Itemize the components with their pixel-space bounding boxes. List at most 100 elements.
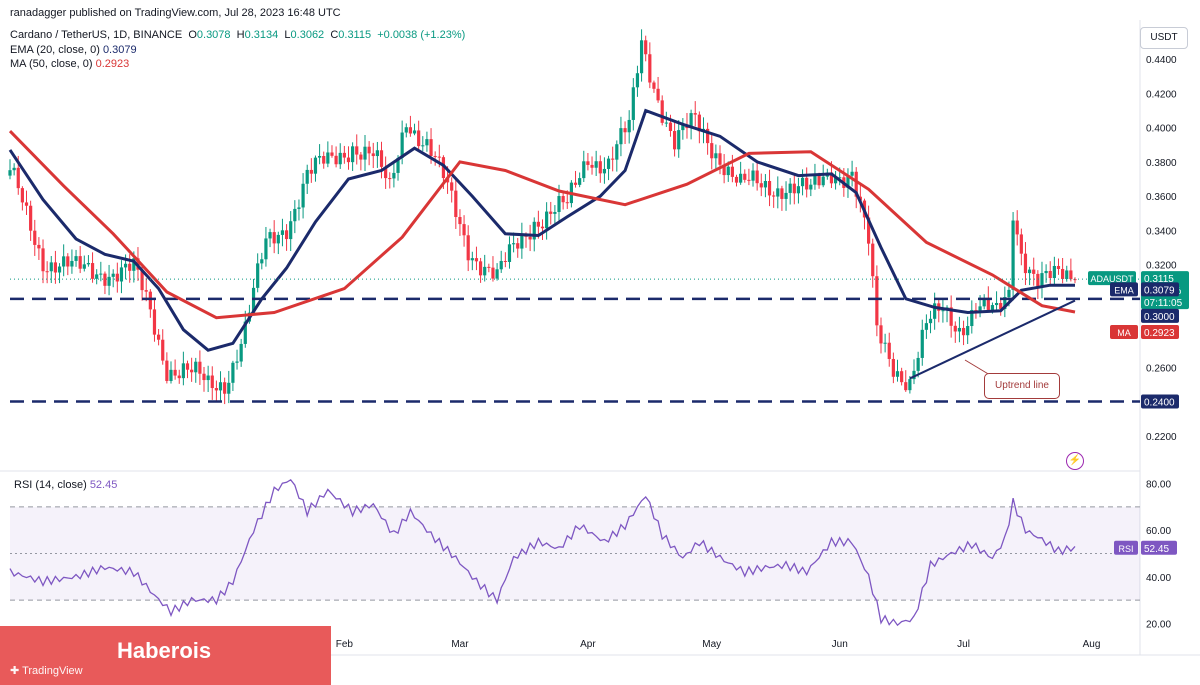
candle-body: [660, 100, 664, 123]
indicator-tag-text: MA: [1117, 328, 1131, 338]
ohlc-open-label: O: [188, 29, 197, 41]
candle-body: [900, 371, 904, 383]
candle-body: [883, 342, 887, 344]
candle-body: [289, 221, 293, 240]
candle-body: [99, 273, 103, 275]
candle-body: [206, 375, 210, 381]
rsi-legend-value: 52.45: [89, 479, 118, 491]
candle-body: [606, 158, 611, 169]
candle-body: [144, 290, 148, 292]
price-tick-label: 0.4200: [1146, 89, 1177, 100]
candle-body: [710, 143, 714, 159]
candle-body: [276, 234, 280, 244]
rsi-tick-label: 80.00: [1146, 480, 1171, 491]
candle-body: [664, 122, 668, 124]
currency-button[interactable]: USDT: [1140, 27, 1188, 49]
time-tick-label: Aug: [1083, 639, 1101, 650]
candle-body: [202, 373, 206, 381]
candle-body: [722, 164, 726, 176]
candle-body: [12, 167, 16, 171]
ema-legend[interactable]: EMA (20, close, 0) 0.3079: [10, 44, 137, 56]
candle-body: [190, 369, 194, 373]
candle-body: [363, 146, 367, 160]
candle-body: [800, 177, 805, 187]
time-tick-label: May: [702, 639, 721, 650]
candle-body: [788, 183, 792, 193]
candle-body: [619, 128, 623, 145]
candle-body: [1061, 268, 1065, 279]
candle-body: [652, 82, 656, 89]
candle-body: [194, 361, 198, 373]
candle-body: [107, 276, 111, 286]
axis-value-label: [1141, 325, 1179, 340]
ma-legend-value: 0.2923: [95, 58, 130, 70]
candle-body: [359, 154, 363, 160]
candle-body: [8, 170, 12, 176]
candle-body: [284, 230, 289, 240]
symbol-tag-text: ADAUSDT: [1090, 274, 1134, 284]
candle-body: [57, 266, 62, 273]
ohlc-low-label: L: [284, 29, 291, 41]
candle-body: [384, 166, 388, 179]
candle-body: [45, 271, 49, 273]
candle-body: [86, 263, 91, 265]
candle-body: [561, 196, 565, 203]
candle-body: [346, 157, 351, 163]
candle-body: [953, 325, 957, 332]
candle-body: [982, 298, 986, 307]
ma-legend[interactable]: MA (50, close, 0) 0.2923: [10, 58, 129, 70]
candle-body: [598, 161, 602, 174]
ma-legend-label: MA (50, close, 0): [10, 58, 93, 70]
candle-body: [103, 273, 107, 286]
time-tick-label: Jul: [957, 639, 970, 650]
candle-body: [322, 156, 326, 164]
candle-body: [330, 152, 334, 156]
rsi-legend[interactable]: RSI (14, close) 52.45: [14, 479, 117, 491]
candle-body: [829, 172, 834, 184]
price-tick-label: 0.2200: [1146, 432, 1177, 443]
candle-body: [487, 266, 491, 268]
candle-body: [784, 192, 788, 199]
candle-body: [256, 263, 260, 288]
candle-body: [693, 113, 697, 115]
ohlc-open: 0.3078: [196, 29, 231, 41]
candle-body: [846, 175, 850, 188]
candle-body: [916, 357, 920, 371]
candle-body: [978, 306, 982, 313]
candle-body: [763, 180, 768, 188]
candle-body: [119, 267, 124, 282]
candle-body: [305, 169, 309, 184]
rsi-value-text: 52.45: [1144, 544, 1169, 555]
candle-body: [706, 128, 710, 144]
candle-body: [672, 130, 677, 150]
candle-body: [470, 258, 474, 261]
candle-body: [644, 40, 648, 55]
candle-body: [351, 146, 355, 163]
candle-body: [648, 54, 652, 83]
candle-body: [912, 370, 916, 380]
lightning-icon[interactable]: ⚡: [1066, 452, 1084, 470]
candle-body: [540, 226, 545, 229]
rsi-tick-label: 60.00: [1146, 526, 1171, 537]
candle-body: [933, 303, 937, 319]
candle-body: [908, 379, 912, 391]
candle-body: [404, 127, 408, 133]
candle-body: [796, 186, 801, 194]
indicator-tag: [1110, 325, 1138, 340]
candle-body: [759, 183, 763, 188]
candle-body: [590, 164, 594, 168]
candle-body: [66, 256, 70, 267]
ohlc-high: 0.3134: [244, 29, 279, 41]
candle-body: [1007, 289, 1011, 298]
candle-body: [949, 307, 953, 326]
candle-body: [491, 267, 495, 279]
candle-body: [462, 224, 466, 236]
candle-body: [966, 326, 970, 336]
candle-body: [999, 303, 1003, 310]
tradingview-logo-text: TradingView: [22, 665, 83, 677]
candle-body: [1052, 265, 1056, 279]
candle-body: [957, 327, 962, 332]
time-tick-label: Apr: [580, 639, 596, 650]
candle-body: [53, 262, 58, 273]
